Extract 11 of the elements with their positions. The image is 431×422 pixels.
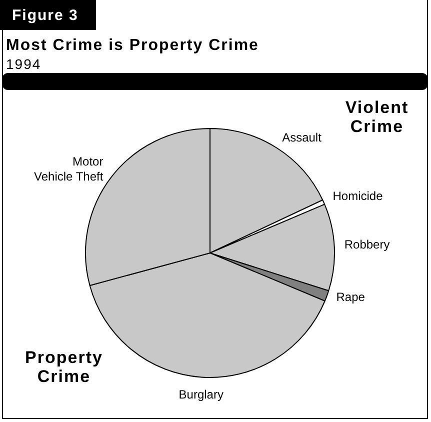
caption: Figure 3 (12, 7, 78, 24)
slice-label: Burglary (178, 388, 224, 402)
text: Violent Crime (344, 98, 410, 136)
slice-label: Assault (282, 130, 322, 144)
slice-label: Homicide (332, 188, 384, 203)
slice-label: Robbery (344, 237, 390, 252)
text: Property Crime (24, 348, 104, 386)
slice-label: Rape (336, 290, 366, 304)
chart-subtitle: 1994 (6, 56, 42, 72)
slice-label: Motor Vehicle Theft (34, 154, 104, 184)
chart-title: Most Crime is Property Crime (6, 37, 259, 55)
